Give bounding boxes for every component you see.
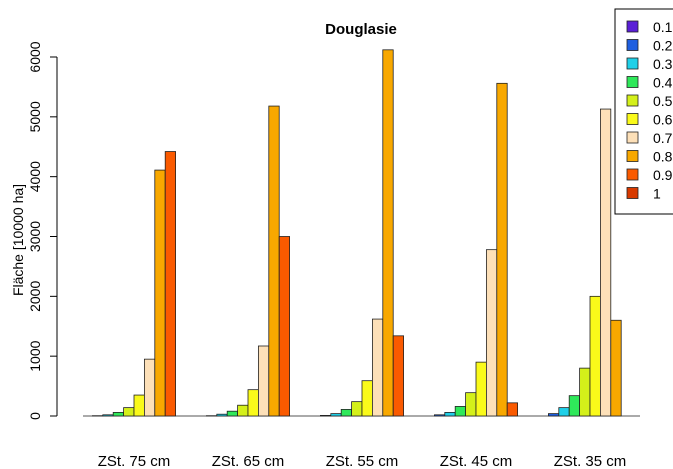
legend-swatch: [626, 168, 639, 181]
bar: [485, 249, 498, 417]
bar: [112, 412, 124, 417]
legend-label: 0.5: [653, 93, 673, 109]
legend-swatch: [626, 20, 639, 33]
legend-swatch: [626, 131, 639, 144]
y-axis: 0 1000 2000 3000 4000 5000 6000: [27, 41, 58, 420]
bar: [548, 413, 560, 417]
legend-label: 0.6: [653, 112, 673, 128]
y-tick-label: 2000: [27, 281, 43, 312]
bar: [392, 335, 405, 417]
bar: [465, 392, 477, 417]
bar: [226, 410, 238, 417]
legend-label: 0.8: [653, 149, 673, 165]
legend-swatch: [626, 150, 639, 162]
legend-swatch: [626, 39, 639, 51]
bar: [143, 358, 156, 417]
legend-swatch: [626, 57, 639, 70]
bar: [568, 395, 581, 417]
bar: [154, 169, 166, 417]
bar: [475, 361, 487, 417]
bar: [361, 380, 373, 417]
bar: [278, 236, 291, 417]
bar: [433, 414, 446, 417]
bar: [558, 407, 570, 417]
bar: [589, 295, 601, 417]
legend-swatch: [626, 94, 639, 107]
y-tick-label: 1000: [27, 340, 43, 371]
bar: [382, 49, 394, 417]
bar: [371, 318, 384, 417]
bar: [454, 406, 467, 417]
bars: [92, 49, 622, 417]
bar: [268, 105, 280, 417]
y-tick-label: 6000: [27, 41, 43, 72]
bar: [257, 345, 270, 417]
bar: [133, 394, 145, 417]
bar: [496, 82, 508, 417]
category-label: ZSt. 65 cm: [212, 453, 285, 469]
legend-box: [614, 8, 673, 215]
legend-label: 0.7: [653, 130, 673, 146]
legend: 0.1 0.2 0.3 0.4 0.5 0.6 0.7 0.8 0.9 1: [614, 8, 673, 215]
legend-swatch: [626, 113, 639, 125]
category-label: ZSt. 35 cm: [554, 453, 627, 469]
legend-swatch: [626, 76, 639, 88]
bar: [600, 108, 612, 417]
bar: [610, 319, 622, 417]
chart-title: Douglasie: [325, 21, 397, 38]
legend-label: 0.3: [653, 56, 673, 72]
category-label: ZSt. 45 cm: [440, 453, 513, 469]
y-tick-label: 0: [27, 412, 43, 420]
legend-swatch: [626, 187, 639, 199]
bar: [579, 367, 591, 417]
y-tick-label: 5000: [27, 101, 43, 132]
bar: [351, 401, 363, 417]
legend-label: 0.1: [653, 19, 673, 35]
bar: [340, 409, 353, 417]
legend-label: 0.4: [653, 75, 673, 91]
legend-label: 0.2: [653, 38, 673, 54]
legend-label: 1: [653, 186, 661, 202]
bar: [330, 413, 342, 417]
bar: [102, 414, 114, 417]
category-label: ZSt. 75 cm: [98, 453, 171, 469]
y-tick-label: 4000: [27, 161, 43, 192]
bar: [247, 389, 259, 417]
category-labels: ZSt. 75 cm ZSt. 65 cm ZSt. 55 cm ZSt. 45 cm…: [98, 453, 627, 469]
bar: [506, 402, 519, 417]
bar: [319, 415, 332, 417]
bar: [216, 413, 228, 417]
bar: [237, 404, 249, 417]
legend-label: 0.9: [653, 167, 673, 183]
y-tick-label: 3000: [27, 221, 43, 252]
bar: [123, 407, 135, 417]
bar: [444, 412, 456, 417]
bar: [164, 151, 176, 417]
category-label: ZSt. 55 cm: [326, 453, 399, 469]
y-axis-label: Fläche [10000 ha]: [10, 184, 26, 296]
